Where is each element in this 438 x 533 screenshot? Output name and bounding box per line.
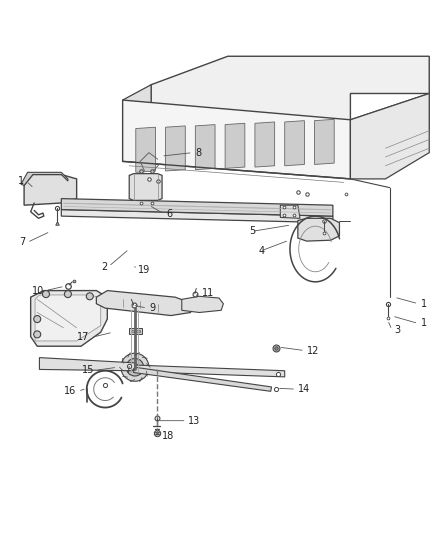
Text: 1: 1 xyxy=(18,176,24,186)
Text: 8: 8 xyxy=(195,148,201,158)
Circle shape xyxy=(86,293,93,300)
Polygon shape xyxy=(280,205,300,219)
Polygon shape xyxy=(31,290,107,346)
Polygon shape xyxy=(136,127,155,172)
Polygon shape xyxy=(61,209,333,223)
Polygon shape xyxy=(195,125,215,169)
Polygon shape xyxy=(298,219,339,241)
Text: 5: 5 xyxy=(250,227,256,237)
Text: 1: 1 xyxy=(420,318,427,328)
Polygon shape xyxy=(350,93,429,179)
Text: 11: 11 xyxy=(201,288,214,298)
Polygon shape xyxy=(314,119,334,165)
Polygon shape xyxy=(21,172,68,185)
Text: 17: 17 xyxy=(78,333,90,343)
Polygon shape xyxy=(129,174,162,200)
Polygon shape xyxy=(166,126,185,171)
Circle shape xyxy=(126,359,144,376)
Text: 18: 18 xyxy=(162,431,174,441)
Polygon shape xyxy=(123,100,350,179)
Polygon shape xyxy=(134,367,272,391)
Polygon shape xyxy=(129,328,142,334)
Polygon shape xyxy=(135,365,285,377)
Polygon shape xyxy=(35,295,101,341)
Circle shape xyxy=(42,290,49,297)
Polygon shape xyxy=(225,123,245,168)
Text: 14: 14 xyxy=(298,384,310,394)
Circle shape xyxy=(131,364,138,371)
Text: 19: 19 xyxy=(138,265,150,275)
Polygon shape xyxy=(123,85,151,140)
Polygon shape xyxy=(39,358,135,371)
Text: 15: 15 xyxy=(82,365,94,375)
Circle shape xyxy=(34,331,41,338)
Polygon shape xyxy=(182,296,223,312)
Circle shape xyxy=(34,316,41,322)
Text: 10: 10 xyxy=(32,286,44,296)
Polygon shape xyxy=(131,330,140,332)
Polygon shape xyxy=(96,290,193,316)
Text: 16: 16 xyxy=(64,386,77,397)
Text: 6: 6 xyxy=(166,209,173,219)
Text: 1: 1 xyxy=(420,298,427,309)
Polygon shape xyxy=(151,56,429,120)
Text: 13: 13 xyxy=(188,416,201,426)
Polygon shape xyxy=(350,93,429,157)
Polygon shape xyxy=(24,174,77,205)
Text: 4: 4 xyxy=(258,246,265,256)
Text: 9: 9 xyxy=(149,303,155,313)
Polygon shape xyxy=(285,120,304,166)
Circle shape xyxy=(121,353,149,381)
Text: 7: 7 xyxy=(19,237,25,247)
Polygon shape xyxy=(61,199,333,216)
Text: 2: 2 xyxy=(101,262,107,271)
Polygon shape xyxy=(255,122,275,167)
Text: 12: 12 xyxy=(307,345,319,356)
Text: 3: 3 xyxy=(394,325,400,335)
Circle shape xyxy=(64,290,71,297)
